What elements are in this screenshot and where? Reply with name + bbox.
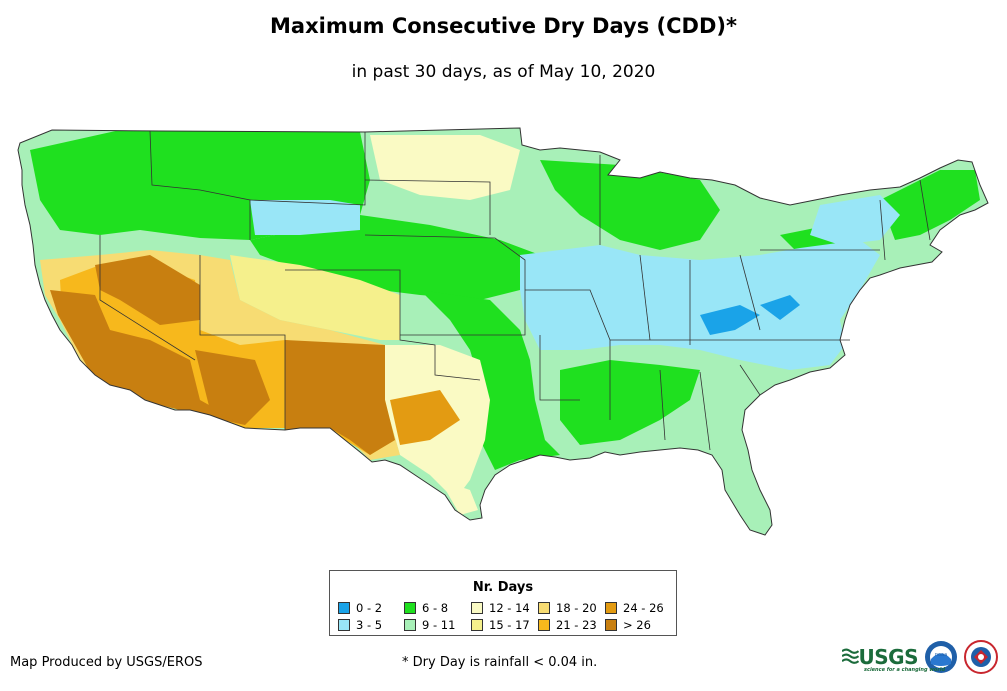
zone-3-5-ohio-valley [520,240,880,370]
legend-label: 6 - 8 [422,601,449,615]
zone-6-8-great-lakes [540,160,720,250]
zone-24-26-west-texas [390,390,460,445]
legend-swatch [471,619,483,631]
legend-label: 24 - 26 [623,601,664,615]
legend-swatch [338,619,350,631]
legend-item: 3 - 5 [338,618,382,632]
zone-6-8-new-england [880,170,980,240]
noaa-logo-text: noaa [935,652,947,658]
zone-over-26-new-mexico [285,340,395,455]
usgs-wave-icon [842,648,859,664]
legend-title: Nr. Days [472,580,534,595]
usgs-wordmark: USGS [858,645,919,669]
zone-6-8-central-plains [250,215,540,300]
zone-12-14-south-texas [440,480,478,515]
us-cdd-map [17,127,989,536]
footnote: * Dry Day is rainfall < 0.04 in. [402,655,598,670]
zone-0-2-kentucky [700,305,760,335]
zone-15-17-colorado [230,255,400,340]
legend-swatch [471,602,483,614]
legend-swatch [605,602,617,614]
legend-swatch [338,602,350,614]
legend-item: 21 - 23 [538,618,597,632]
zone-12-14-dakotas [370,135,520,200]
legend-label: 9 - 11 [422,618,456,632]
legend-item: 15 - 17 [471,618,530,632]
legend-label: 15 - 17 [489,618,530,632]
zone-3-5-wyoming [250,200,360,235]
legend-item: 0 - 2 [338,601,382,615]
logo-group: USGS science for a changing world noaa [842,640,998,674]
usgs-tagline: science for a changing world [864,667,946,673]
legend-item: 18 - 20 [538,601,597,615]
legend-swatch [404,619,416,631]
legend-label: 12 - 14 [489,601,530,615]
map-credit: Map Produced by USGS/EROS [10,655,203,670]
weather-service-logo-icon [964,640,998,674]
legend-label: > 26 [623,618,651,632]
legend-label: 3 - 5 [356,618,383,632]
map-title: Maximum Consecutive Dry Days (CDD)* [270,14,737,38]
legend: Nr. Days 0 - 2 3 - 5 6 - 8 9 - 11 12 - 1… [329,570,677,636]
zone-6-8-south-central [420,290,560,470]
legend-item: 6 - 8 [404,601,448,615]
legend-label: 18 - 20 [556,601,597,615]
zone-0-2-virginia [760,295,800,320]
legend-swatch [605,619,617,631]
legend-swatch [404,602,416,614]
legend-swatch [538,602,550,614]
zone-over-26-arizona [195,350,270,425]
map-subtitle: in past 30 days, as of May 10, 2020 [351,62,656,82]
state-borders [17,127,989,536]
zone-over-26-nevada [95,255,200,325]
zone-6-8-southeast [560,360,700,445]
legend-item: 9 - 11 [404,618,455,632]
noaa-logo-icon: noaa [925,641,957,673]
zone-over-26-california [50,290,245,425]
legend-item: 12 - 14 [471,601,530,615]
legend-item: > 26 [605,618,651,632]
legend-label: 0 - 2 [356,601,383,615]
legend-label: 21 - 23 [556,618,597,632]
usgs-logo: USGS science for a changing world [842,640,945,674]
zone-3-5-northeast [810,195,900,245]
legend-item: 24 - 26 [605,601,664,615]
legend-swatch [538,619,550,631]
